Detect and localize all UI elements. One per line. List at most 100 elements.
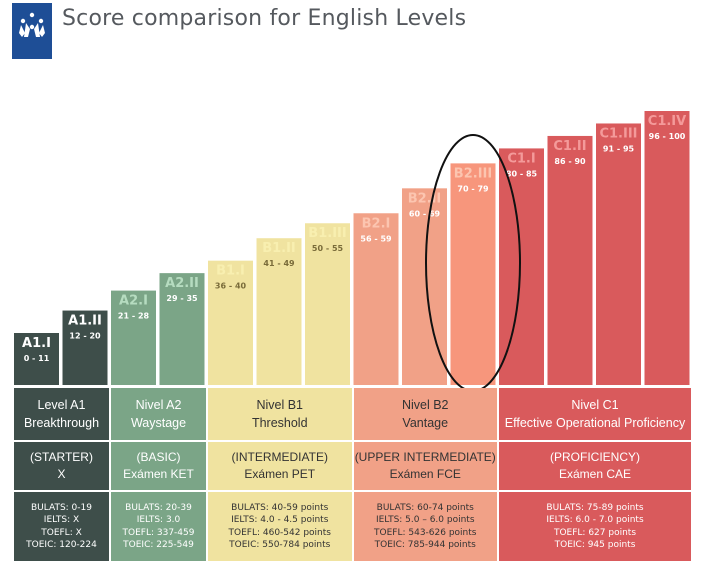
bar-level-label: A2.I bbox=[119, 294, 148, 309]
level-name-text: Breakthrough bbox=[23, 416, 100, 430]
level-name-text: Nivel B2 bbox=[401, 398, 449, 412]
level-name-cell-b1: Nivel B1 Threshold bbox=[208, 388, 352, 440]
level-type-text: (UPPER INTERMEDIATE) bbox=[354, 450, 496, 464]
level-type-text: (INTERMEDIATE) bbox=[231, 450, 328, 464]
score-line: TOEIC: 120-224 bbox=[26, 540, 97, 550]
bar-group-c1-ii: C1.II 86 - 90 bbox=[547, 135, 593, 385]
level-name-cell-b2: Nivel B2 Vantage bbox=[353, 388, 497, 440]
bar-level-label: B1.III bbox=[308, 226, 346, 241]
bar-c1-i bbox=[499, 148, 544, 385]
level-type-text: Exámen PET bbox=[244, 467, 316, 481]
score-line: BULATS: 0-19 bbox=[31, 502, 92, 513]
level-type-text: (PROFICIENCY) bbox=[550, 450, 640, 464]
bar-c1-iii bbox=[596, 123, 641, 385]
bar-a2-i bbox=[111, 290, 156, 385]
score-line: BULATS: 60-74 points bbox=[376, 502, 474, 513]
level-type-cell-b2: (UPPER INTERMEDIATE) Exámen FCE bbox=[353, 442, 497, 490]
level-name-text: Nivel A2 bbox=[135, 398, 182, 412]
bar-group-b1-iii: B1.III 50 - 55 bbox=[305, 223, 350, 385]
level-scores-cell-b2: BULATS: 60-74 points IELTS: 5.0 – 6.0 poi… bbox=[353, 492, 497, 561]
level-scores-cell-a1: BULATS: 0-19 IELTS: X TOEFL: X TOEIC: 120-2… bbox=[14, 492, 109, 561]
level-name-cell-c1: Nivel C1 Effective Operational Proficienc… bbox=[499, 388, 691, 440]
level-name-text: Effective Operational Proficiency bbox=[504, 416, 686, 430]
score-line: BULATS: 75-89 points bbox=[546, 502, 644, 513]
bar-range-label: 50 - 55 bbox=[312, 244, 344, 253]
level-type-cell-a1: (STARTER) X bbox=[14, 442, 109, 490]
level-type-text: Exámen CAE bbox=[558, 467, 632, 481]
bar-a2-ii bbox=[159, 273, 205, 385]
bar-level-label: C1.II bbox=[553, 139, 586, 154]
bar-c1-ii bbox=[547, 135, 593, 385]
bar-group-a2-i: A2.I 21 - 28 bbox=[111, 290, 156, 385]
bar-range-label: 70 - 79 bbox=[457, 184, 489, 193]
bar-group-c1-i: C1.I 80 - 85 bbox=[499, 148, 544, 385]
bar-group-a1-i: A1.I 0 - 11 bbox=[14, 333, 59, 385]
bar-a1-ii bbox=[62, 310, 108, 385]
score-line: IELTS: 4.0 - 4.5 points bbox=[231, 515, 329, 525]
bar-range-label: 80 - 85 bbox=[506, 169, 538, 178]
bar-level-label: B1.II bbox=[262, 241, 296, 256]
bar-level-label: B2.III bbox=[454, 166, 492, 181]
level-type-cell-b1: (INTERMEDIATE) Exámen PET bbox=[208, 442, 352, 490]
score-line: TOEIC: 225-549 bbox=[123, 540, 194, 550]
bar-level-label: B2.I bbox=[362, 216, 391, 231]
bar-level-label: A2.II bbox=[165, 276, 199, 291]
bar-b2-i bbox=[353, 213, 399, 385]
level-name-text: Vantage bbox=[402, 416, 449, 430]
bar-b1-iii bbox=[305, 223, 350, 385]
score-line: BULATS: 20-39 bbox=[125, 502, 192, 513]
levels-table: Level A1 Breakthrough (STARTER) X BULATS: 0-… bbox=[14, 388, 700, 561]
score-line: BULATS: 40-59 points bbox=[231, 502, 329, 513]
bar-level-label: A1.II bbox=[68, 314, 102, 329]
level-type-text: Exámen FCE bbox=[389, 467, 461, 481]
level-name-cell-a1: Level A1 Breakthrough bbox=[14, 388, 109, 440]
level-type-text: (BASIC) bbox=[136, 450, 181, 464]
bar-range-label: 60 - 69 bbox=[409, 209, 441, 218]
bar-range-label: 21 - 28 bbox=[118, 312, 150, 321]
logo bbox=[12, 3, 52, 59]
bar-group-c1-iii: C1.III 91 - 95 bbox=[596, 123, 641, 385]
highlight-ellipse bbox=[425, 134, 521, 388]
page-title: Score comparison for English Levels bbox=[62, 6, 467, 31]
eu-flag-icon bbox=[19, 12, 45, 37]
bar-group-b2-i: B2.I 56 - 59 bbox=[353, 213, 399, 385]
bar-a1-i bbox=[14, 333, 59, 385]
bar-level-label: C1.IV bbox=[648, 114, 686, 129]
bar-group-b1-i: B1.I 36 - 40 bbox=[208, 260, 253, 385]
score-line: IELTS: 6.0 - 7.0 points bbox=[546, 515, 644, 525]
score-line: TOEFL: 543-626 points bbox=[374, 527, 477, 538]
bar-level-label: C1.III bbox=[599, 126, 637, 141]
bar-b1-i bbox=[208, 260, 253, 385]
score-line: TOEFL: X bbox=[41, 527, 82, 538]
bar-range-label: 91 - 95 bbox=[603, 144, 635, 153]
bar-range-label: 56 - 59 bbox=[360, 234, 392, 243]
level-type-cell-a2: (BASIC) Exámen KET bbox=[111, 442, 206, 490]
score-line: TOEIC: 945 points bbox=[554, 540, 636, 550]
bar-range-label: 86 - 90 bbox=[554, 157, 586, 166]
bar-b1-ii bbox=[256, 238, 302, 385]
score-line: TOEIC: 785-944 points bbox=[374, 540, 476, 550]
level-scores-cell-a2: BULATS: 20-39 IELTS: 3.0 TOEFL: 337-459 TOE… bbox=[111, 492, 206, 561]
level-name-cell-a2: Nivel A2 Waystage bbox=[111, 388, 206, 440]
bar-level-label: B1.I bbox=[216, 264, 245, 279]
level-type-text: Exámen KET bbox=[123, 467, 194, 481]
bar-c1-iv bbox=[644, 111, 690, 385]
header: Score comparison for English Levels bbox=[0, 0, 717, 60]
score-line: IELTS: 5.0 – 6.0 points bbox=[375, 515, 475, 525]
score-line: IELTS: 3.0 bbox=[136, 515, 181, 525]
score-line: TOEFL: 460-542 points bbox=[228, 527, 331, 538]
bar-range-label: 29 - 35 bbox=[166, 294, 198, 303]
score-line: TOEIC: 550-784 points bbox=[229, 540, 331, 550]
score-chart: A1.I 0 - 11 A1.II 12 - 20 A2.I 21 - 28 A2.II 29… bbox=[14, 111, 690, 388]
score-line: TOEFL: 337-459 bbox=[122, 527, 195, 538]
level-name-text: Nivel B1 bbox=[256, 398, 304, 412]
score-line: TOEFL: 627 points bbox=[553, 527, 637, 538]
bar-level-label: B2.II bbox=[408, 191, 442, 206]
level-type-text: X bbox=[57, 467, 66, 481]
bar-group-a2-ii: A2.II 29 - 35 bbox=[159, 273, 205, 385]
bar-group-b2-iii: B2.III 70 - 79 bbox=[450, 163, 496, 385]
level-type-cell-c1: (PROFICIENCY) Exámen CAE bbox=[499, 442, 691, 490]
score-line: IELTS: X bbox=[43, 515, 80, 525]
bar-range-label: 0 - 11 bbox=[24, 354, 50, 363]
level-scores-cell-c1: BULATS: 75-89 points IELTS: 6.0 - 7.0 poi… bbox=[499, 492, 691, 561]
